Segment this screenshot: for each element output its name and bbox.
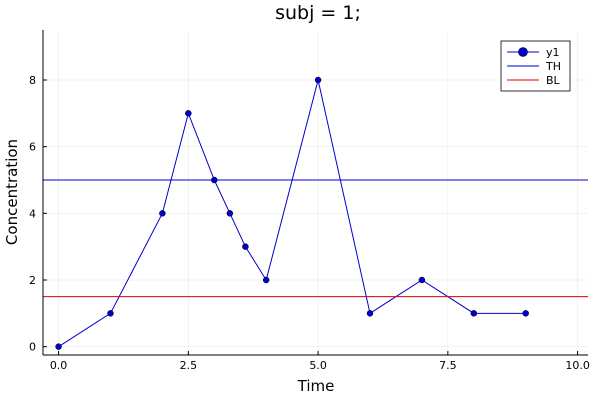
series-y1-point-9	[366, 310, 374, 317]
y-tick-label-4: 8	[29, 74, 36, 87]
series-y1-point-11	[470, 310, 478, 317]
series-y1-point-5	[226, 210, 234, 217]
y-tick-label-3: 6	[29, 141, 36, 154]
series-y1-point-2	[159, 210, 166, 217]
series-y1-point-12	[522, 310, 529, 317]
series-y1-point-3	[185, 110, 192, 117]
legend-label-bl: BL	[546, 74, 561, 87]
legend-label-y1: y1	[546, 46, 560, 59]
y-tick-label-2: 4	[29, 207, 36, 220]
series-y1-point-8	[314, 76, 322, 84]
x-tick-label-2: 5.0	[309, 359, 327, 372]
series-y1-point-6	[242, 243, 249, 250]
axes: 0.0 2.5 5.0 7.5 10.0 0 2 4 6 8	[29, 30, 590, 372]
series-y1-point-7	[262, 276, 270, 284]
series-y1-point-1	[107, 310, 114, 317]
x-tick-label-1: 2.5	[180, 359, 198, 372]
legend-marker-y1	[518, 47, 528, 57]
y-tick-label-1: 2	[29, 274, 36, 287]
plot-area	[43, 76, 588, 350]
y-tick-label-0: 0	[29, 341, 36, 354]
legend-label-th: TH	[545, 60, 561, 73]
x-axis-label: Time	[297, 377, 335, 395]
x-tick-label-4: 10.0	[565, 359, 590, 372]
x-tick-label-0: 0.0	[50, 359, 68, 372]
x-tick-label-3: 7.5	[439, 359, 457, 372]
series-y1-point-0	[55, 343, 62, 350]
series-y1-point-10	[418, 276, 426, 284]
y-axis-label: Concentration	[3, 139, 21, 245]
chart-title: subj = 1;	[275, 2, 361, 24]
